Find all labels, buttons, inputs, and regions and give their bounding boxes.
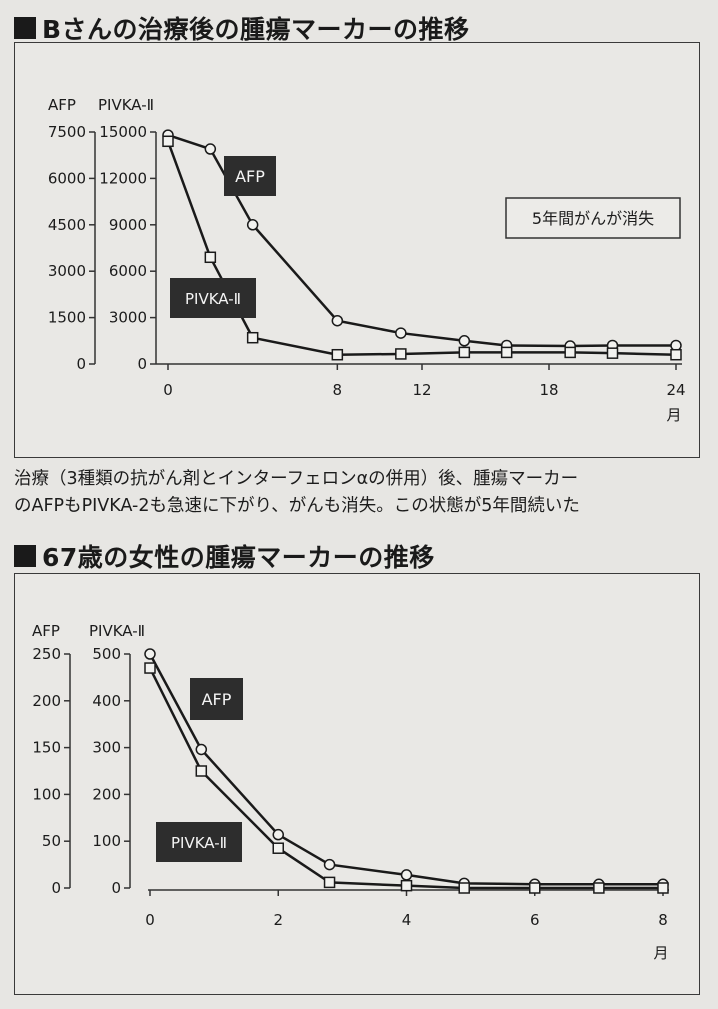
caption-line-2: のAFPもPIVKA-2も急速に下がり、がんも消失。この状態が5年間続いた (14, 496, 580, 516)
right-tick-label: 200 (92, 785, 121, 803)
afp-point (395, 327, 407, 339)
pivka-point (529, 882, 541, 894)
square-bullet-icon (14, 545, 36, 567)
pivka-point (246, 331, 259, 344)
pivka-point (395, 348, 407, 360)
left-tick-label: 7500 (48, 123, 86, 141)
left-tick-label: 200 (32, 692, 61, 710)
left-tick-label: 3000 (48, 262, 86, 280)
x-axis-unit-label: 月 (653, 944, 668, 962)
afp-point (246, 219, 259, 231)
right-axis-label: PIVKA-Ⅱ (98, 96, 154, 114)
pivka-label-box (156, 822, 242, 862)
left-axis-label: AFP (48, 96, 76, 114)
figure1-title-text: Bさんの治療後の腫瘍マーカーの推移 (42, 15, 470, 44)
left-tick-label: 250 (32, 645, 61, 663)
x-tick-label: 6 (530, 911, 540, 929)
chart1: AFP PIVKA-Ⅱ750060004500300015000150001200… (48, 96, 686, 424)
right-tick-label: 0 (137, 355, 147, 373)
x-tick-label: 8 (658, 911, 668, 929)
afp-point (400, 869, 413, 881)
pivka-point (500, 346, 513, 359)
pivka-point (564, 346, 576, 359)
right-tick-label: 15000 (99, 123, 147, 141)
figure2-title-text: 67歳の女性の腫瘍マーカーの推移 (42, 543, 435, 572)
left-tick-label: 0 (51, 879, 61, 897)
pivka-point (144, 662, 156, 674)
left-tick-label: 0 (76, 355, 86, 373)
afp-point (458, 335, 471, 347)
pivka-point (458, 346, 471, 359)
pivka-point (606, 347, 619, 359)
afp-point (331, 314, 344, 327)
figure1-caption: 治療（3種類の抗がん剤とインターフェロンαの併用）後、腫瘍マーカー のAFPもP… (14, 466, 714, 520)
caption-line-1: 治療（3種類の抗がん剤とインターフェロンαの併用）後、腫瘍マーカー (14, 469, 579, 489)
figure2-frame (14, 573, 700, 995)
left-axis-label: AFP (32, 622, 60, 640)
afp-point (144, 648, 156, 660)
x-tick-label: 2 (273, 911, 283, 929)
right-tick-label: 6000 (109, 262, 147, 280)
annotation-text: 5年間がんが消失 (532, 209, 654, 228)
pivka-point (657, 882, 669, 894)
afp-point (195, 743, 208, 756)
pivka-point (195, 765, 208, 777)
pivka-point (204, 251, 217, 264)
annotation-box (505, 197, 681, 239)
left-tick-label: 6000 (48, 169, 86, 187)
left-tick-label: 50 (42, 832, 61, 850)
x-tick-label: 8 (333, 381, 343, 399)
pivka-point (331, 348, 344, 361)
right-tick-label: 0 (111, 879, 121, 897)
x-tick-label: 18 (539, 381, 558, 399)
pivka-point (458, 882, 470, 894)
left-tick-label: 100 (32, 785, 61, 803)
square-bullet-icon (14, 17, 36, 39)
afp-label-box (190, 678, 243, 720)
right-tick-label: 100 (92, 832, 121, 850)
right-tick-label: 300 (92, 739, 121, 757)
pivka-point (400, 879, 413, 892)
pivka-point (593, 882, 605, 894)
pivka-point (670, 348, 682, 361)
pivka-label-box (170, 278, 256, 318)
x-tick-label: 0 (145, 911, 155, 929)
figure2-title: 67歳の女性の腫瘍マーカーの推移 (14, 538, 435, 574)
left-tick-label: 1500 (48, 309, 86, 327)
x-axis-unit-label: 月 (666, 406, 681, 424)
right-tick-label: 400 (92, 692, 121, 710)
pivka-label-text: PIVKA-Ⅱ (185, 290, 241, 308)
left-tick-label: 150 (32, 739, 61, 757)
pivka-point (272, 842, 284, 854)
pivka-point (162, 135, 174, 148)
afp-label-text: AFP (235, 167, 265, 186)
x-tick-label: 12 (412, 381, 431, 399)
afp-label-box (224, 156, 276, 196)
x-tick-label: 24 (666, 381, 685, 399)
figure1-frame (14, 42, 700, 458)
x-tick-label: 4 (402, 911, 412, 929)
right-axis-label: PIVKA-Ⅱ (89, 622, 145, 640)
right-tick-label: 12000 (99, 169, 147, 187)
right-tick-label: 9000 (109, 216, 147, 234)
right-tick-label: 3000 (109, 309, 147, 327)
right-tick-label: 500 (92, 645, 121, 663)
left-tick-label: 4500 (48, 216, 86, 234)
afp-point (204, 143, 217, 155)
afp-label-text: AFP (202, 690, 232, 709)
figure1-title: Bさんの治療後の腫瘍マーカーの推移 (14, 10, 470, 46)
afp-point (272, 828, 284, 841)
x-tick-label: 0 (163, 381, 173, 399)
afp-point (323, 858, 336, 871)
pivka-label-text: PIVKA-Ⅱ (171, 834, 227, 852)
pivka-point (323, 876, 336, 889)
